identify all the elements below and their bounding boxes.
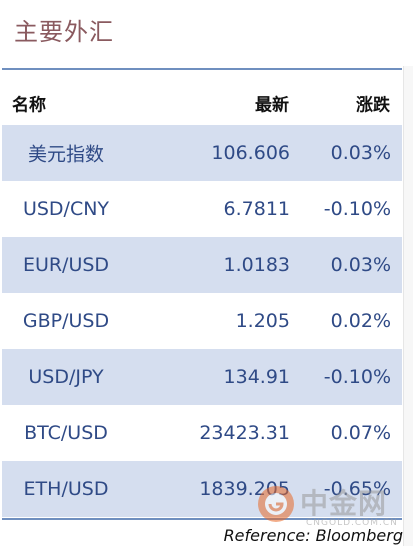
row-last: 6.7811 [223, 198, 290, 220]
row-last: 1.205 [235, 310, 290, 332]
row-last: 1.0183 [223, 254, 290, 276]
row-change: -0.10% [323, 366, 391, 388]
row-name: ETH/USD [23, 478, 109, 500]
header-last: 最新 [255, 95, 289, 115]
row-last: 106.606 [211, 142, 290, 164]
row-change: -0.10% [323, 198, 391, 220]
cngold-logo-icon [258, 486, 294, 522]
row-name: EUR/USD [22, 254, 110, 276]
header-name: 名称 [12, 95, 46, 115]
page-title: 主要外汇 [14, 18, 114, 46]
watermark: 中金网 CNGOLD.COM.CN [256, 480, 406, 540]
bottom-divider [2, 518, 402, 520]
row-change: 0.03% [330, 254, 391, 276]
table-header: 名称 最新 涨跌 [2, 80, 402, 125]
row-name: BTC/USD [24, 422, 108, 444]
row-name: USD/CNY [22, 198, 110, 220]
row-name: GBP/USD [22, 310, 110, 332]
table-row: BTC/USD 23423.31 0.07% [2, 405, 402, 461]
source-note: Reference: Bloomberg [223, 526, 403, 545]
watermark-text: 中金网 [300, 487, 388, 520]
header-change: 涨跌 [356, 95, 390, 115]
table-row: USD/JPY 134.91 -0.10% [2, 349, 402, 405]
row-change: 0.03% [330, 142, 391, 164]
row-change: -0.65% [323, 478, 391, 500]
watermark-sub: CNGOLD.COM.CN [306, 518, 398, 528]
row-name: 美元指数 [27, 143, 104, 166]
scroll-edge [403, 66, 413, 546]
table-row: GBP/USD 1.205 0.02% [2, 293, 402, 349]
row-change: 0.02% [330, 310, 391, 332]
top-divider [2, 68, 402, 70]
table-row: ETH/USD 1839.205 -0.65% [2, 461, 402, 517]
row-change: 0.07% [330, 422, 391, 444]
table-row: EUR/USD 1.0183 0.03% [2, 237, 402, 293]
table-row: USD/CNY 6.7811 -0.10% [2, 181, 402, 237]
row-name: USD/JPY [28, 366, 104, 388]
row-last: 134.91 [223, 366, 290, 388]
row-last: 23423.31 [199, 422, 290, 444]
table-row: 美元指数 106.606 0.03% [2, 125, 402, 181]
fx-table: 名称 最新 涨跌 美元指数 106.606 0.03% USD/CNY 6.78… [2, 80, 402, 517]
